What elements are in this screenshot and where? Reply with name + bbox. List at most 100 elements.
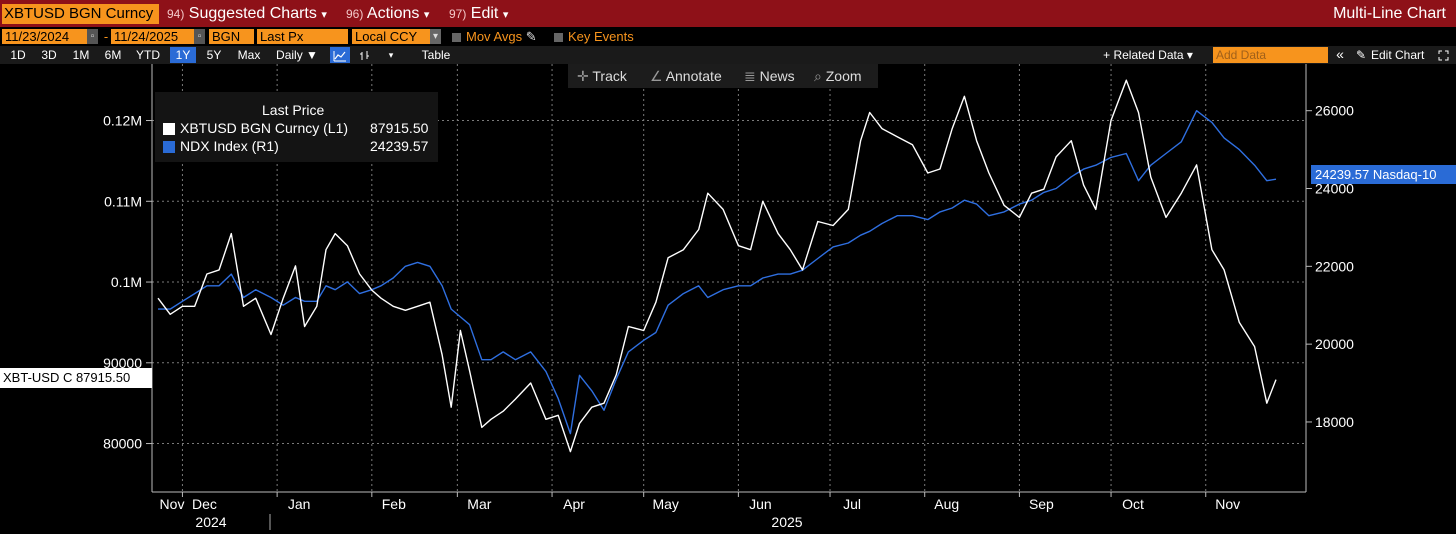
series-lines <box>157 79 1277 453</box>
period-1d[interactable]: 1D <box>10 48 26 62</box>
news-tool[interactable]: ≣ News <box>744 64 795 88</box>
annotate-tool[interactable]: ∠ Annotate <box>650 64 722 88</box>
zoom-label: Zoom <box>825 68 862 84</box>
chevron-down-icon[interactable]: ▾ <box>430 29 441 44</box>
x-axis-ticks: Nov Dec Jan Feb Mar Apr May Jun Jul Aug Sep Oct Nov 2… <box>160 492 1240 530</box>
calendar-icon[interactable]: ▫ <box>194 29 205 44</box>
period-ytd[interactable]: YTD <box>136 48 160 62</box>
year-label: 2025 <box>771 514 802 530</box>
legend-title: Last Price <box>262 102 325 118</box>
related-data-button[interactable]: + Related Data ▾ <box>1103 48 1193 62</box>
right-tick-label: 24000 <box>1315 181 1354 197</box>
right-tick-label: 18000 <box>1315 414 1354 430</box>
month-label: Apr <box>563 496 585 512</box>
right-axis-ticks: 18000 20000 22000 24000 26000 <box>1306 103 1354 430</box>
left-tick-label: 0.1M <box>111 274 142 290</box>
left-tick-label: 0.11M <box>104 193 142 209</box>
track-label: Track <box>592 68 627 84</box>
period-1m[interactable]: 1M <box>72 48 90 62</box>
chevron-down-icon: ▾ <box>423 9 430 21</box>
table-button[interactable]: Table <box>421 48 451 62</box>
expand-icon[interactable] <box>1436 47 1450 63</box>
menu-label: Actions <box>366 5 420 22</box>
bar-chart-icon[interactable] <box>355 47 375 63</box>
line-chart-icon[interactable] <box>330 47 350 63</box>
chevron-down-icon: ▾ <box>321 9 327 21</box>
month-label: Nov <box>1215 496 1240 512</box>
plot-frame <box>151 64 1307 493</box>
mov-avgs-toggle[interactable]: Mov Avgs ✎ <box>452 29 537 44</box>
left-axis-ticks: 80000 90000 0.1M 0.11M 0.12M <box>103 113 152 452</box>
pencil-icon: ✎ <box>1355 48 1367 62</box>
collapse-icon[interactable]: « <box>1336 46 1344 62</box>
series-line-btc <box>157 79 1277 453</box>
period-bar <box>0 46 1456 64</box>
period-5y[interactable]: 5Y <box>206 48 222 62</box>
pencil-icon: ✎ <box>525 29 537 44</box>
price-field[interactable]: Last Px <box>257 29 348 44</box>
track-tool[interactable]: ✛ Track <box>577 64 627 88</box>
month-label: Jan <box>288 496 311 512</box>
security-field[interactable]: XBTUSD BGN Curncy <box>2 4 159 24</box>
legend-entry-ndx[interactable]: NDX Index (R1) <box>163 137 279 155</box>
menu-label: Edit <box>470 5 499 22</box>
legend-value: 87915.50 <box>370 120 429 136</box>
frequency-dropdown[interactable]: Daily ▼ <box>276 48 318 62</box>
checkbox-icon <box>452 33 461 43</box>
mov-avgs-label: Mov Avgs <box>466 29 523 44</box>
last-value-tag-ndx: 24239.57 Nasdaq-10 <box>1311 165 1456 184</box>
period-1y[interactable]: 1Y <box>170 47 196 63</box>
left-tick-label: 0.12M <box>103 113 142 129</box>
date-separator: - <box>102 29 110 44</box>
legend-swatch <box>163 141 175 154</box>
month-label: Sep <box>1029 496 1054 512</box>
news-label: News <box>759 68 795 84</box>
add-data-input[interactable]: Add Data <box>1213 47 1328 63</box>
chevron-down-icon: ▾ <box>502 9 509 21</box>
actions-menu[interactable]: 96) Actions ▾ <box>346 3 429 24</box>
chevron-down-icon[interactable]: ▾ <box>388 50 394 60</box>
suggested-charts-menu[interactable]: 94) Suggested Charts ▾ <box>167 3 327 24</box>
month-label: Dec <box>192 496 217 512</box>
last-value-tag-btc: XBT-USD C 87915.50 <box>0 368 152 388</box>
menu-number: 94) <box>167 7 185 21</box>
edit-menu[interactable]: 97) Edit ▾ <box>449 3 508 24</box>
annotate-icon: ∠ <box>650 68 663 84</box>
period-3d[interactable]: 3D <box>41 48 57 62</box>
zoom-icon: ⌕ <box>814 68 822 84</box>
checkbox-icon <box>554 33 563 43</box>
news-icon: ≣ <box>744 68 756 84</box>
annotate-label: Annotate <box>665 68 722 84</box>
legend-swatch <box>163 123 175 136</box>
crosshair-icon: ✛ <box>577 68 589 84</box>
left-tick-label: 90000 <box>103 355 142 371</box>
calendar-icon[interactable]: ▫ <box>87 29 98 44</box>
legend-value: 24239.57 <box>370 138 429 154</box>
right-tick-label: 26000 <box>1315 103 1354 119</box>
month-label: Feb <box>382 496 406 512</box>
month-label: Nov <box>160 496 185 512</box>
legend-box <box>155 92 438 162</box>
month-label: May <box>652 496 678 512</box>
currency-field[interactable]: Local CCY <box>352 29 430 44</box>
zoom-tool[interactable]: ⌕ Zoom <box>814 64 862 88</box>
period-max[interactable]: Max <box>237 48 261 62</box>
key-events-label: Key Events <box>568 29 634 44</box>
legend-entry-btc[interactable]: XBTUSD BGN Curncy (L1) <box>163 119 348 137</box>
right-tick-label: 22000 <box>1315 258 1354 274</box>
key-events-toggle[interactable]: Key Events <box>554 29 634 44</box>
legend-label: NDX Index (R1) <box>180 138 279 154</box>
period-6m[interactable]: 6M <box>104 48 122 62</box>
year-label: 2024 <box>195 514 226 530</box>
legend-label: XBTUSD BGN Curncy (L1) <box>180 120 349 136</box>
source-field[interactable]: BGN <box>209 29 254 44</box>
menu-number: 97) <box>449 7 467 21</box>
edit-chart-button[interactable]: Edit Chart <box>1371 48 1425 62</box>
month-label: Jul <box>843 496 861 512</box>
chart-tools-strip <box>568 64 878 88</box>
end-date-field[interactable]: 11/24/2025 <box>111 29 194 44</box>
month-label: Aug <box>934 496 959 512</box>
start-date-field[interactable]: 11/23/2024 <box>2 29 87 44</box>
menu-number: 96) <box>346 7 364 21</box>
title-bar <box>0 0 1456 27</box>
